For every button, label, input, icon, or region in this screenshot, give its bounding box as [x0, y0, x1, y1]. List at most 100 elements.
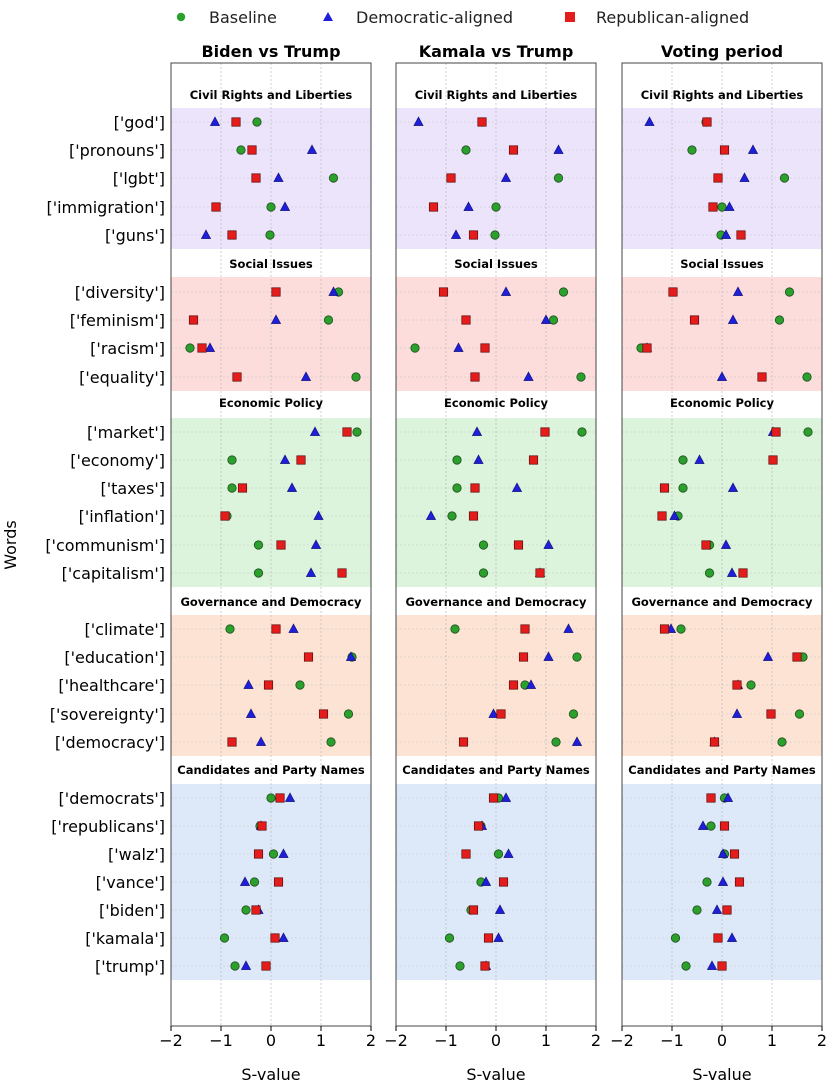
- word-label: ['healthcare']: [58, 676, 165, 695]
- panel-2-point-baseline: [577, 427, 587, 437]
- panel-2-point-dem: [450, 229, 462, 239]
- panel-2-xtick-label: −2: [384, 1031, 408, 1050]
- panel-2-point-dem: [543, 539, 554, 549]
- panel-3-point-rep: [659, 483, 670, 493]
- panel-1-point-rep: [211, 202, 221, 212]
- panel-1-point-baseline: [253, 540, 264, 550]
- panel-3-point-dem: [720, 229, 732, 239]
- panel-2-point-baseline: [572, 652, 582, 662]
- panel-1-point-baseline: [249, 877, 260, 887]
- panel-3-point-baseline: [779, 173, 790, 183]
- panel-3-point-baseline: [692, 905, 702, 915]
- panel-2-point-baseline: [478, 568, 489, 578]
- panel-1-group-header: Economic Policy: [219, 396, 323, 410]
- panel-3-point-dem: [727, 314, 739, 324]
- panel-1-point-rep: [253, 849, 264, 859]
- panel-1-point-rep: [271, 287, 281, 297]
- word-label: ['market']: [87, 423, 165, 442]
- panel-3-point-rep: [729, 849, 740, 859]
- panel-2-band-3: [396, 418, 596, 587]
- panel-2-point-dem: [500, 792, 512, 802]
- word-label: ['equality']: [79, 368, 165, 387]
- panel-3-point-dem: [722, 792, 734, 802]
- panel-3-point-dem: [717, 848, 729, 858]
- panel-3-point-dem: [727, 482, 739, 492]
- word-label: ['sovereignty']: [50, 705, 165, 724]
- panel-1-xtick-label: −2: [159, 1031, 183, 1050]
- panel-2-point-rep: [488, 793, 499, 803]
- panel-2-point-dem: [425, 510, 437, 520]
- panel-2-point-rep: [468, 511, 479, 521]
- panel-1-point-dem: [204, 342, 216, 352]
- word-label: ['guns']: [105, 226, 165, 245]
- word-label: ['democracy']: [55, 733, 165, 752]
- panel-3-point-dem: [726, 932, 738, 942]
- panel-3-point-dem: [724, 201, 735, 211]
- panel-2-group-header: Candidates and Party Names: [402, 763, 590, 777]
- panel-2-point-rep: [528, 455, 539, 465]
- panel-1-point-dem: [300, 371, 312, 381]
- panel-3-point-rep: [702, 117, 712, 127]
- panel-1-point-baseline: [352, 427, 362, 437]
- panel-1-point-baseline: [265, 230, 275, 240]
- word-label: ['vance']: [96, 873, 165, 892]
- panel-2-point-baseline: [450, 624, 460, 634]
- panel-3-point-rep: [642, 343, 652, 353]
- panel-1-point-dem: [278, 932, 289, 942]
- panel-3-point-baseline: [746, 680, 756, 690]
- word-label: ['racism']: [90, 339, 165, 358]
- panel-1-group-header: Civil Rights and Liberties: [190, 88, 353, 102]
- panel-1-xtick-label: 1: [316, 1031, 326, 1050]
- panel-2-point-dem: [493, 932, 504, 942]
- panel-1-point-rep: [247, 145, 257, 155]
- panel-2-point-baseline: [444, 933, 455, 943]
- panel-2-point-rep: [461, 849, 471, 859]
- panel-3-point-baseline: [702, 877, 712, 887]
- y-axis-label: Words: [1, 520, 20, 569]
- word-label: ['biden']: [99, 901, 165, 920]
- panel-3-point-rep: [719, 145, 730, 155]
- panel-2-point-dem: [480, 876, 492, 886]
- panel-3-point-dem: [669, 510, 680, 520]
- panel-2-xtick-label: −1: [434, 1031, 458, 1050]
- panel-1-point-baseline: [268, 849, 279, 859]
- panel-2-group-header: Governance and Democracy: [405, 595, 587, 609]
- panel-3-point-rep: [768, 455, 778, 465]
- panel-1-point-dem: [243, 679, 254, 689]
- panel-1-point-dem: [239, 876, 251, 886]
- word-label: ['economy']: [70, 451, 165, 470]
- panel-1-point-baseline: [227, 455, 237, 465]
- word-label: ['trump']: [95, 957, 165, 976]
- panel-2-point-rep: [498, 877, 509, 887]
- panel-2-point-rep: [483, 933, 494, 943]
- panel-3-point-dem: [720, 539, 732, 549]
- panel-1-point-baseline: [253, 568, 264, 578]
- panel-1-point-dem: [306, 144, 318, 154]
- panel-3-point-rep: [757, 372, 767, 382]
- panel-2-point-baseline: [452, 483, 462, 493]
- panel-3-point-rep: [722, 905, 732, 915]
- panel-2-point-rep: [480, 343, 490, 353]
- panel-3-xtick-label: 1: [767, 1031, 777, 1050]
- panel-3-point-baseline: [687, 145, 697, 155]
- panel-1-point-baseline: [266, 793, 276, 803]
- panel-1-point-baseline: [219, 933, 230, 943]
- panel-1-band-3: [171, 418, 371, 587]
- panel-2-point-dem: [500, 172, 512, 182]
- panel-3-point-dem: [697, 820, 709, 830]
- panel-2-point-dem: [571, 736, 583, 746]
- panel-1-point-dem: [255, 736, 267, 746]
- panel-3-group-header: Social Issues: [680, 257, 764, 271]
- panel-1-point-rep: [257, 821, 267, 831]
- panel-3-point-rep: [701, 540, 711, 550]
- panel-3-point-dem: [694, 454, 705, 464]
- panel-1-xtick-label: −1: [209, 1031, 233, 1050]
- word-label: ['republicans']: [51, 817, 165, 836]
- panel-1-point-dem: [279, 201, 291, 211]
- panel-3-point-baseline: [717, 202, 727, 212]
- panel-3-point-dem: [762, 651, 774, 661]
- panel-3-point-dem: [731, 708, 743, 718]
- panel-3-point-baseline: [670, 933, 681, 943]
- panel-1-point-rep: [263, 680, 274, 690]
- panel-2-point-rep: [480, 961, 490, 971]
